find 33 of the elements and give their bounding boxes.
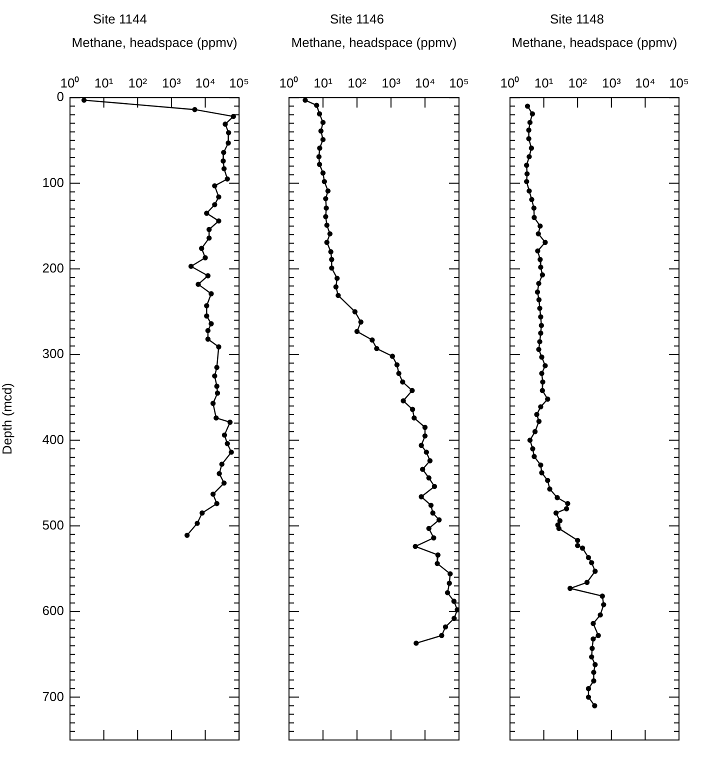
x-tick-label: 10² (348, 75, 368, 90)
x-tick-label: 10¹ (314, 75, 334, 90)
y-tick-label: 300 (42, 346, 64, 362)
x-tick-label: 10⁴ (195, 75, 216, 90)
x-tick-label: 10¹ (94, 75, 114, 90)
y-tick-label: 600 (42, 603, 64, 618)
x-tick-label: 10⁴ (635, 75, 656, 90)
y-tick-label: 0 (56, 89, 64, 104)
chart-title: Site 1148 (550, 11, 604, 26)
chart-title: Site 1144 (93, 11, 147, 26)
x-tick-label: 10⁵ (449, 75, 469, 90)
x-tick-label: 10⁰ (60, 75, 80, 90)
y-tick-label: 500 (42, 517, 64, 532)
x-tick-label: 10³ (162, 75, 182, 90)
x-axis-title: Methane, headspace (ppmv) (512, 34, 678, 50)
chart-title: Site 1146 (330, 11, 384, 26)
x-axis-title: Methane, headspace (ppmv) (72, 34, 238, 50)
x-tick-label: 10⁵ (669, 75, 689, 90)
y-tick-label: 100 (42, 174, 64, 190)
x-axis-title: Methane, headspace (ppmv) (291, 34, 457, 50)
x-tick-label: 10⁰ (279, 75, 299, 90)
x-tick-label: 10² (568, 75, 588, 90)
y-tick-label: 400 (42, 432, 64, 447)
x-tick-label: 10³ (602, 75, 622, 90)
x-tick-label: 10¹ (534, 75, 554, 90)
y-tick-label: 200 (42, 260, 64, 276)
x-tick-label: 10² (128, 75, 148, 90)
y-tick-label: 700 (42, 688, 64, 704)
x-tick-label: 10³ (382, 75, 402, 90)
x-tick-label: 10⁰ (500, 75, 520, 90)
x-tick-label: 10⁴ (414, 75, 436, 90)
x-tick-label: 10⁵ (229, 75, 250, 90)
y-axis-title: Depth (mcd) (0, 383, 14, 455)
